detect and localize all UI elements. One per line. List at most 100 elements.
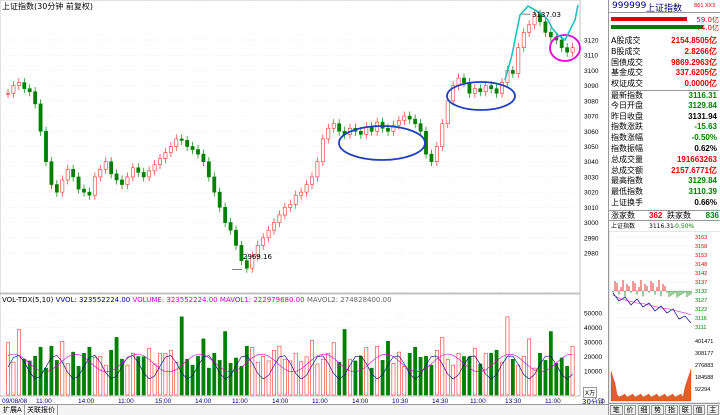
quote-label: 上证换手	[611, 198, 643, 207]
candle-down	[234, 229, 238, 246]
price-tick-label: 2980	[584, 251, 599, 258]
mini-chart-header: 上证指数 3116.31 -0.50%	[609, 222, 720, 231]
down-count-label: 跌家数	[667, 211, 691, 220]
volume-bar-up	[293, 352, 298, 396]
price-tick-label: 3020	[584, 190, 599, 197]
volume-bar-down	[109, 349, 114, 396]
volume-bar-down	[369, 367, 374, 396]
annotation-trend-line	[504, 4, 579, 81]
volume-bar-up	[65, 363, 70, 396]
mini-price-tick: 3148	[695, 262, 707, 268]
volume-bars	[0, 312, 580, 396]
buy-bar	[611, 17, 687, 21]
volume-tick-label: 20000	[584, 354, 602, 361]
volume-bar-down	[76, 366, 81, 396]
volume-bar-up	[250, 346, 255, 396]
volume-bar-down	[120, 358, 124, 396]
price-tick-label: 3100	[584, 68, 599, 75]
quote-label: 指数涨跌	[611, 122, 643, 132]
candle-down	[120, 179, 124, 185]
quote-footer-tab[interactable]: 笔	[610, 405, 623, 415]
volume-bar-down	[239, 366, 244, 396]
candle-down	[489, 85, 494, 89]
candle-up	[282, 207, 287, 216]
volume-tick-label: 30000	[584, 340, 602, 347]
quote-row: 总成交额 2157.6771亿	[611, 166, 719, 175]
candle-down	[201, 153, 206, 163]
up-count-value: 362	[649, 211, 663, 220]
quote-label: 基金成交	[611, 68, 643, 78]
candle-up	[527, 24, 532, 33]
quote-value: 191663263	[676, 154, 717, 164]
candle-down	[114, 173, 119, 181]
candle-down	[467, 82, 472, 94]
candle-down	[76, 176, 81, 190]
quote-footer-tab[interactable]: 细	[637, 405, 651, 415]
mini-volume-tick: 276883	[695, 363, 713, 369]
volume-unit: X万	[583, 387, 598, 398]
volume-bar-up	[348, 358, 352, 396]
quote-footer-tab[interactable]: 联	[679, 405, 692, 415]
candle-down	[109, 161, 114, 175]
candle-up	[472, 88, 477, 94]
volume-bar-up	[261, 355, 266, 396]
quote-footer-tab[interactable]: 主	[706, 405, 720, 415]
candle-down	[33, 91, 38, 105]
mini-volume-area	[610, 368, 692, 402]
volume-bar-down	[71, 351, 76, 396]
candle-down	[38, 103, 43, 132]
tab-related-quotes[interactable]: 关联报价	[25, 405, 58, 415]
sell-bar	[611, 25, 703, 29]
candle-up	[326, 127, 331, 140]
time-tick-label: 11:00	[545, 398, 561, 405]
volume-bar-down	[228, 363, 233, 396]
candle-down	[429, 153, 434, 163]
annotation-ellipse-blue	[446, 81, 516, 111]
volume-bar-up	[500, 361, 504, 396]
up-count-label: 涨家数	[611, 211, 635, 220]
quote-footer-tab[interactable]: 价	[623, 405, 637, 415]
volume-bar-down	[54, 360, 59, 396]
quote-label: 总成交额	[611, 165, 643, 175]
candle-down	[510, 70, 515, 74]
volume-bar-up	[434, 349, 439, 396]
quote-footer-tab[interactable]: 值	[692, 405, 706, 415]
time-tick-label: 14:00	[195, 398, 212, 405]
candle-up	[250, 255, 255, 269]
quote-label: 指数振幅	[611, 144, 643, 153]
candle-up	[277, 214, 282, 223]
volume-bar-up	[320, 358, 325, 396]
mini-chart-price: 3116.31	[649, 223, 674, 230]
volume-bar-down	[380, 360, 385, 396]
hand-drawn-annotations	[338, 4, 581, 161]
quote-footer-tab[interactable]: 指	[665, 405, 678, 415]
quote-value: -15.63	[694, 122, 717, 132]
quote-label: 昨日收盘	[611, 111, 643, 121]
price-tick-label: 3000	[584, 220, 599, 227]
candle-up	[168, 146, 173, 153]
candle-up	[299, 191, 304, 196]
volume-bar-up	[288, 360, 293, 396]
volume-bar-down	[136, 356, 141, 396]
volume-bar-down	[478, 363, 483, 396]
mini-price-tick: 3158	[695, 244, 707, 250]
quote-label: 权证成交	[611, 79, 643, 89]
tab-extend-a[interactable]: 扩展A	[1, 405, 25, 415]
price-grid	[0, 0, 581, 397]
volume-bar-down	[234, 357, 238, 396]
candle-down	[196, 149, 200, 155]
volume-bar-up	[158, 353, 162, 396]
candlestick-chart[interactable]: 3120 3110 3100 3090 3080 3070 3060 3050 3040 3030…	[0, 0, 610, 415]
breadth-row: 涨家数 362 跌家数 836	[609, 210, 720, 221]
time-tick-label: 11:00	[312, 398, 328, 405]
intraday-mini-chart[interactable]: 3163 3158 3153 3148 3142 3137 3132 3127 3122 3116…	[609, 231, 720, 403]
mini-average-line	[612, 294, 692, 316]
volume-ma5-line	[7, 354, 573, 380]
candle-up	[396, 120, 401, 126]
candle-down	[244, 260, 249, 269]
quote-footer-tab[interactable]: 势	[651, 405, 664, 415]
quote-row: 上证换手 0.66%	[611, 198, 719, 207]
volume-bar-up	[445, 358, 450, 396]
candle-down	[538, 13, 542, 23]
volume-bar-down	[467, 356, 472, 396]
